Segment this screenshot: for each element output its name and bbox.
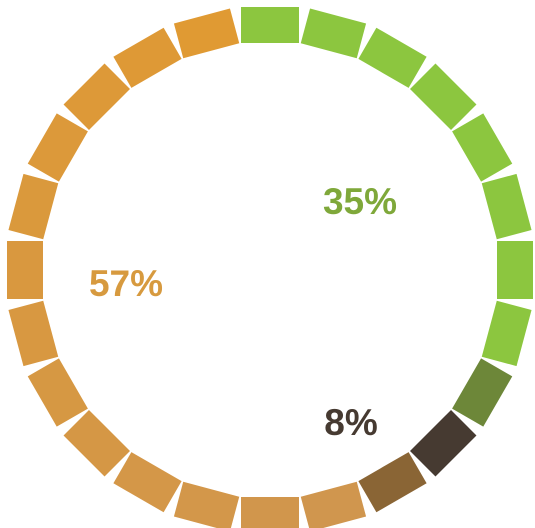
ring-segment-13 <box>241 497 299 528</box>
ring-segment-22 <box>63 63 130 130</box>
ring-segment-15 <box>113 452 182 513</box>
ring-segment-1 <box>241 7 299 43</box>
ring-segment-8 <box>481 300 532 367</box>
ring-segment-10 <box>410 410 477 477</box>
ring-segment-5 <box>452 113 513 182</box>
ring-segment-12 <box>300 481 367 528</box>
ring-segment-11 <box>358 452 427 513</box>
ring-segment-7 <box>497 241 533 299</box>
ring-segment-19 <box>7 241 43 299</box>
ring-segment-4 <box>410 63 477 130</box>
ring-segment-3 <box>358 27 427 88</box>
ring-segments <box>7 7 533 528</box>
ring-segment-18 <box>8 300 59 367</box>
slice-label-8: 8% <box>324 402 377 443</box>
ring-segment-6 <box>481 173 532 240</box>
ring-segment-14 <box>173 481 240 528</box>
ring-segment-24 <box>173 8 240 59</box>
ring-segment-20 <box>8 173 59 240</box>
ring-segment-17 <box>27 358 88 427</box>
ring-segment-16 <box>63 410 130 477</box>
ring-segment-2 <box>300 8 367 59</box>
ring-segment-9 <box>452 358 513 427</box>
ring-segment-21 <box>27 113 88 182</box>
slice-label-57: 57% <box>89 263 163 304</box>
ring-segment-23 <box>113 27 182 88</box>
slice-label-35: 35% <box>323 181 397 222</box>
